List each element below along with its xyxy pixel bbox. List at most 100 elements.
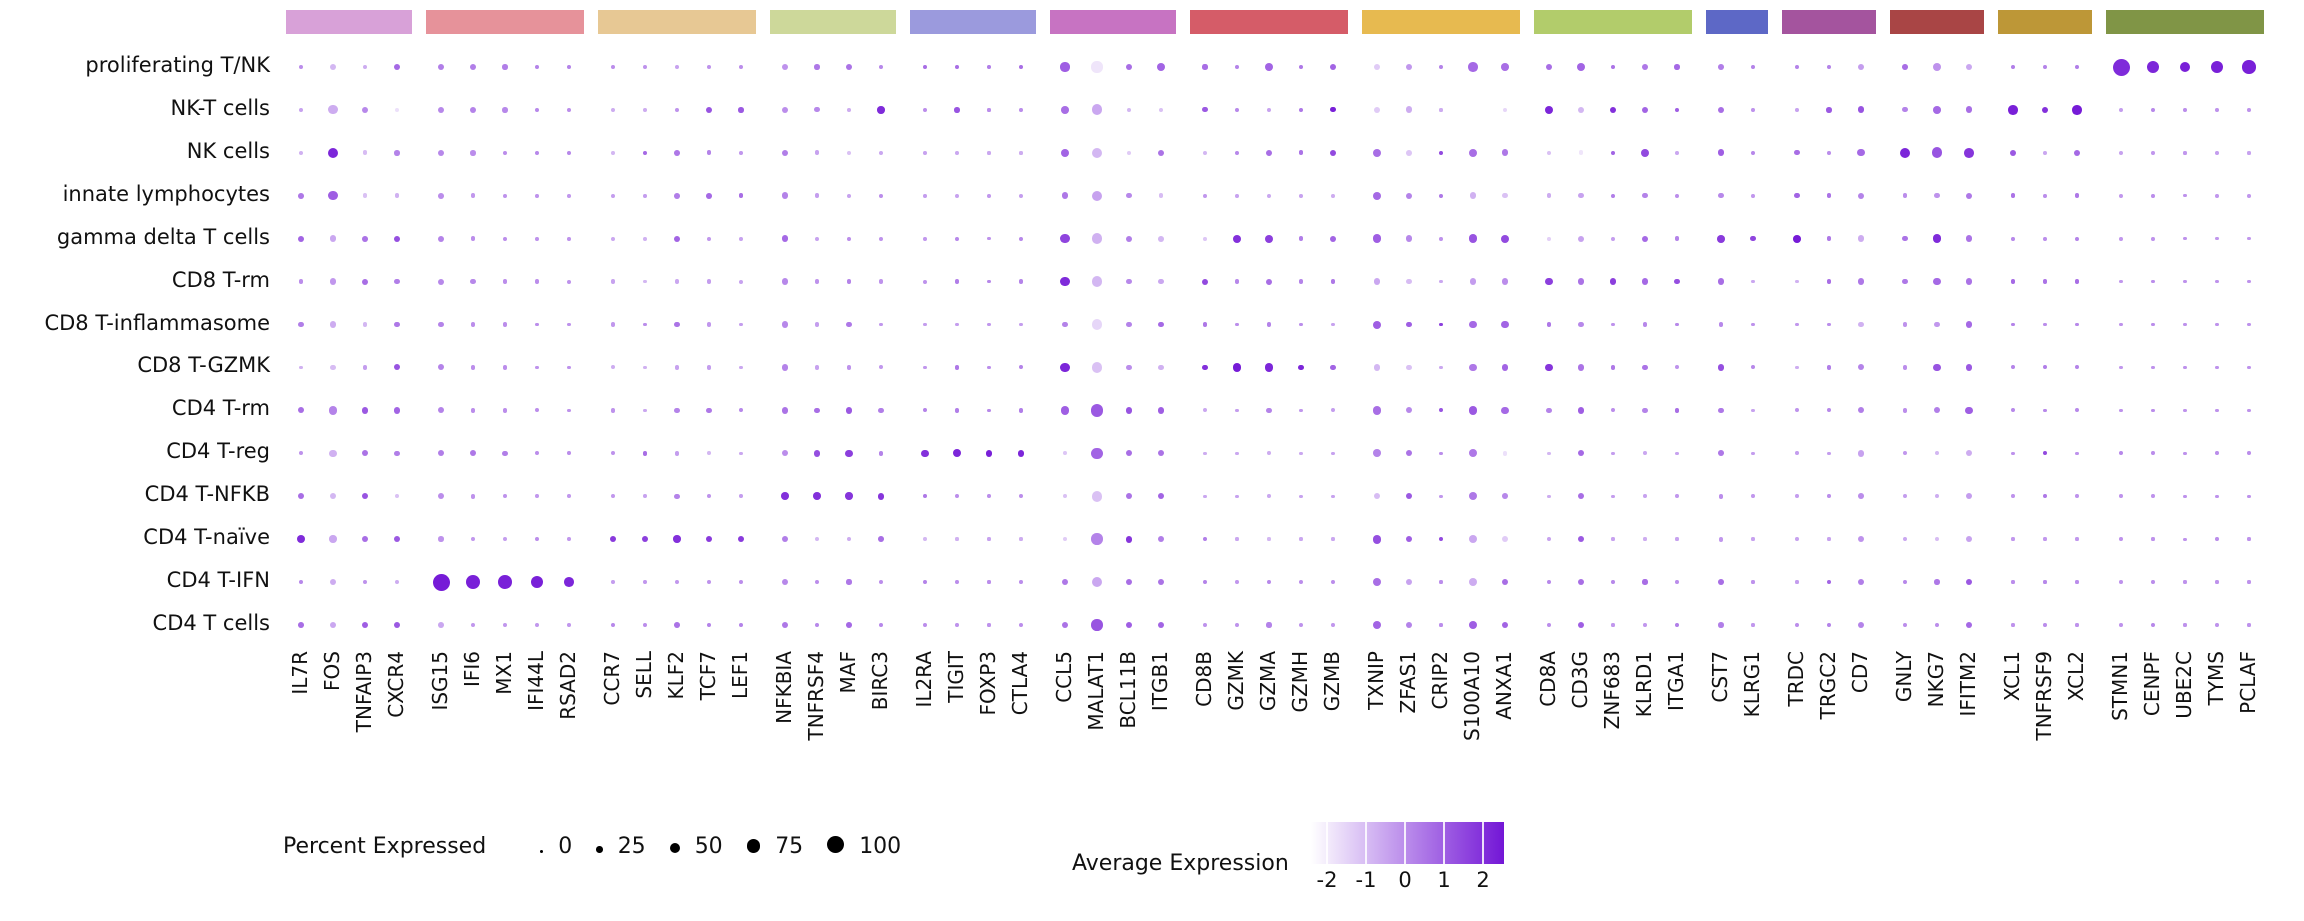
dot [362,64,368,70]
dot [1717,106,1725,114]
dot [674,279,680,284]
dot [1331,193,1335,198]
dot [1091,233,1103,245]
dot [1470,107,1476,113]
dot [2074,64,2080,70]
dot [1858,493,1864,500]
percent-legend-value: 50 [694,833,723,859]
gene-axis-label: MAF [836,651,860,694]
dot [738,622,744,628]
dot [567,537,571,541]
dot [567,494,571,499]
percent-expressed-legend: Percent Expressed 0 25 50 75 100 [283,824,901,868]
dot [987,623,991,627]
dot [2146,60,2160,74]
gene-axis-label: CRIP2 [1428,651,1452,710]
dot [2247,580,2251,584]
dot [781,149,789,157]
dot [2247,236,2251,241]
dot [1857,278,1865,285]
dot [1468,449,1478,458]
dot [1157,450,1165,457]
dot [1202,64,1208,70]
dot [643,108,647,112]
celltype-axis-label: innate lymphocytes [62,181,270,206]
dot [567,193,571,198]
gene-axis-label: CST7 [1708,651,1732,703]
gene-axis-label: UBE2C [2172,651,2196,719]
dot [502,236,508,241]
dot [1578,321,1584,328]
dot [535,193,539,198]
dot [1795,494,1799,499]
dot [1544,105,1554,115]
dot [781,406,789,414]
gene-axis-label: XCL1 [2000,651,2024,702]
dot [1675,322,1679,327]
gene-group-bar [598,10,756,34]
dot [2151,537,2155,541]
dot [1091,576,1103,588]
dot [1299,622,1303,627]
percent-legend-value: 100 [859,833,902,859]
dot [674,107,680,113]
dot [1091,276,1103,287]
dot [1902,622,1908,628]
dot [814,622,820,628]
dot [1794,150,1800,156]
dot [814,193,820,198]
colorbar-tick-label: 1 [1437,868,1451,892]
dot [923,537,927,541]
percent-legend-dot [827,835,845,853]
dot [674,149,680,156]
dot [1331,623,1335,627]
dot [470,493,476,499]
dot [706,365,712,370]
dot [739,236,743,241]
dot [707,451,711,456]
dot [1826,193,1832,198]
dot [877,492,885,500]
dot [2112,58,2130,76]
dot [1964,147,1974,158]
dot [814,365,820,370]
dot [1125,407,1133,414]
dot [1406,278,1412,285]
dot [1235,451,1239,455]
dot [781,63,789,71]
dot [394,150,400,156]
gene-axis-label: IL7R [288,651,312,695]
dot [2119,322,2123,327]
dot [2075,451,2079,455]
dot [1577,364,1585,371]
dot [781,492,789,501]
dot [1232,363,1242,372]
dot [1019,365,1023,370]
dot [1299,494,1303,498]
dot [1202,193,1208,198]
dot [642,451,648,456]
dot [2215,580,2219,584]
celltype-axis-label: CD4 T cells [152,610,270,635]
dot [1469,192,1477,200]
dot [2072,105,2082,115]
dot [327,147,338,158]
dot [1126,278,1132,285]
dot [362,278,368,285]
dot [2041,106,2049,114]
dot [1751,623,1755,627]
dot [1158,536,1164,543]
dot [534,279,540,284]
dot [1439,236,1443,241]
dot [1546,579,1552,585]
dot [502,279,508,284]
dot [2075,537,2079,541]
dot [1158,107,1164,113]
dot [2119,150,2123,155]
dot [1577,235,1585,242]
dot [1235,408,1239,413]
dot [1330,364,1336,371]
dot [535,408,539,413]
dot [1547,494,1551,498]
dot [611,365,615,370]
